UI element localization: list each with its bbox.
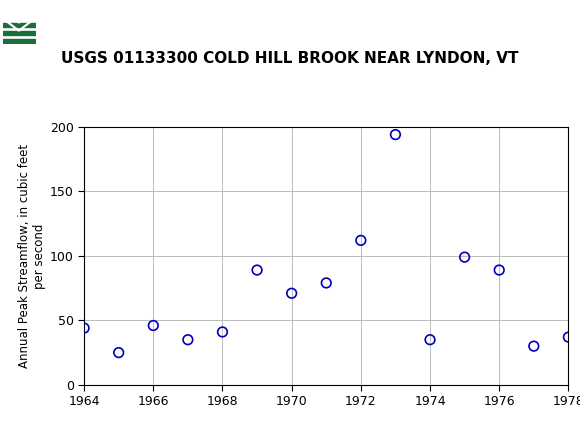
Point: [495, 267, 504, 273]
Point: [391, 131, 400, 138]
Text: USGS 01133300 COLD HILL BROOK NEAR LYNDON, VT: USGS 01133300 COLD HILL BROOK NEAR LYNDO…: [61, 51, 519, 65]
Point: [356, 237, 365, 244]
Y-axis label: Annual Peak Streamflow, in cubic feet
per second: Annual Peak Streamflow, in cubic feet pe…: [17, 144, 46, 368]
Point: [114, 349, 124, 356]
Point: [460, 254, 469, 261]
Point: [287, 290, 296, 297]
Point: [321, 280, 331, 286]
FancyBboxPatch shape: [5, 3, 42, 42]
Point: [148, 322, 158, 329]
Point: [564, 334, 573, 341]
Point: [218, 329, 227, 335]
Text: USGS: USGS: [44, 14, 99, 31]
Point: [529, 343, 538, 350]
Point: [252, 267, 262, 273]
Point: [425, 336, 434, 343]
Point: [79, 325, 89, 332]
Point: [183, 336, 193, 343]
